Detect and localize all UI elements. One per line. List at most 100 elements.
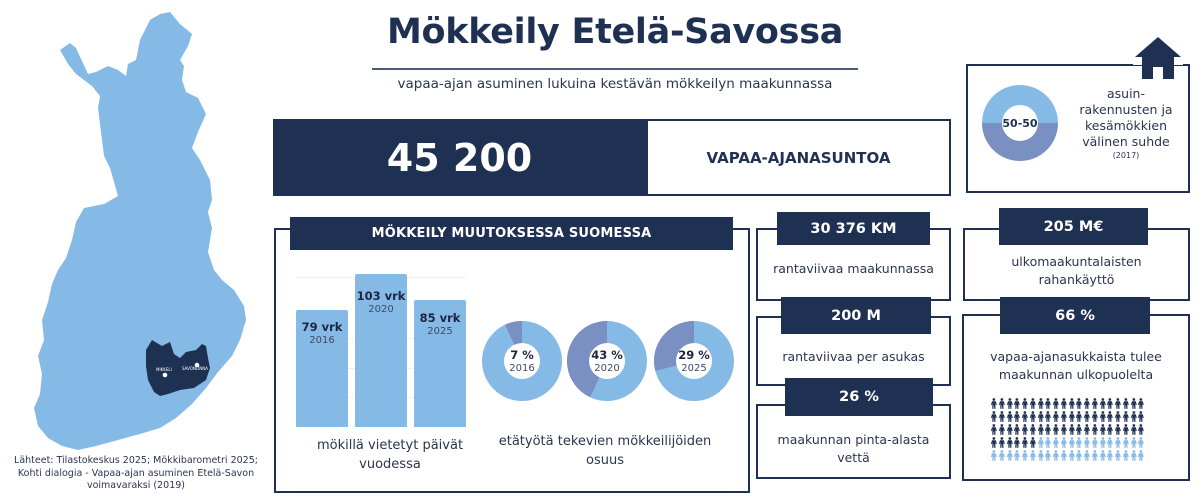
person-icon	[990, 398, 997, 409]
person-icon	[1099, 437, 1106, 448]
person-icon	[990, 411, 997, 422]
house-icon	[1133, 37, 1183, 79]
person-icon	[1021, 450, 1028, 461]
donut-2016-label: 7 % 2016	[482, 321, 562, 401]
ratio-year: (2017)	[1112, 151, 1140, 160]
change-section-header: MÖKKEILY MUUTOKSESSA SUOMESSA	[290, 217, 733, 250]
mikkeli-dot	[162, 372, 168, 378]
coastline-label: rantaviivaa maakunnassa	[773, 261, 934, 276]
person-icon	[998, 424, 1005, 435]
person-icon	[1052, 424, 1059, 435]
person-icon	[1114, 398, 1121, 409]
person-icon	[1060, 424, 1067, 435]
person-icon	[1052, 437, 1059, 448]
person-icon	[990, 424, 997, 435]
person-icon	[1122, 411, 1129, 422]
bar-2020: 103 vrk 2020	[355, 274, 407, 427]
person-icon	[1021, 398, 1028, 409]
bar-value: 79 vrk	[301, 320, 343, 334]
person-icon	[1060, 411, 1067, 422]
person-icon	[1021, 411, 1028, 422]
person-icon	[1076, 424, 1083, 435]
person-icon	[1122, 437, 1129, 448]
ratio-value: 50-50	[1002, 116, 1038, 130]
water-value: 26 %	[785, 378, 933, 416]
person-icon	[1014, 437, 1021, 448]
person-icon	[1006, 424, 1013, 435]
person-icon	[998, 398, 1005, 409]
person-icon	[1068, 411, 1075, 422]
person-icon	[1091, 424, 1098, 435]
etela-savo-region	[146, 340, 210, 396]
person-icon	[1130, 411, 1137, 422]
person-icon	[1045, 411, 1052, 422]
person-icon	[1130, 398, 1137, 409]
person-icon	[1052, 411, 1059, 422]
person-icon	[1060, 437, 1067, 448]
person-icon	[1107, 411, 1114, 422]
person-icon	[1138, 450, 1145, 461]
donut-year: 2016	[509, 362, 535, 374]
person-icon	[1037, 437, 1044, 448]
person-icon	[1083, 424, 1090, 435]
person-icon	[1037, 424, 1044, 435]
person-icon	[1138, 437, 1145, 448]
person-icon	[1083, 450, 1090, 461]
per-resident-label: rantaviivaa per asukas	[782, 349, 925, 364]
savonlinna-dot	[194, 362, 200, 368]
donut-year: 2025	[681, 362, 707, 374]
person-icon	[1114, 411, 1121, 422]
person-icon	[1052, 398, 1059, 409]
bar-chart-caption: mökillä vietetyt päivät vuodessa	[316, 438, 464, 472]
bar-year: 2025	[427, 326, 453, 337]
person-icon	[1006, 411, 1013, 422]
person-icon	[1091, 398, 1098, 409]
person-icon	[1068, 398, 1075, 409]
person-icon	[1029, 398, 1036, 409]
donut-2020-label: 43 % 2020	[567, 321, 647, 401]
person-icon	[1014, 450, 1021, 461]
person-icon	[1138, 424, 1145, 435]
person-icon	[1130, 450, 1137, 461]
person-icon	[1014, 411, 1021, 422]
person-icon	[1076, 411, 1083, 422]
person-icon	[1006, 398, 1013, 409]
person-icon	[1114, 450, 1121, 461]
person-icon	[1037, 411, 1044, 422]
person-icon	[1099, 424, 1106, 435]
person-icon	[1138, 411, 1145, 422]
person-icon	[1114, 424, 1121, 435]
headline-value: 45 200	[273, 119, 646, 196]
donut-2016	[482, 321, 562, 401]
person-icon	[1122, 450, 1129, 461]
person-icon	[1107, 398, 1114, 409]
person-icon	[990, 450, 997, 461]
person-icon	[1091, 450, 1098, 461]
person-icon	[1052, 450, 1059, 461]
donut-2020	[567, 321, 647, 401]
person-icon	[1107, 450, 1114, 461]
water-label: maakunnan pinta-alasta vettä	[777, 432, 930, 465]
person-icon	[1045, 437, 1052, 448]
person-icon	[1083, 411, 1090, 422]
person-icon	[1107, 424, 1114, 435]
person-icon	[1068, 424, 1075, 435]
person-icon	[1029, 437, 1036, 448]
donut-chart-caption: etätyötä tekevien mökkeilijöiden osuus	[498, 434, 712, 468]
bar-year: 2020	[368, 304, 394, 315]
person-icon	[1021, 424, 1028, 435]
page-subtitle: vapaa-ajan asuminen lukuina kestävän mök…	[397, 76, 833, 92]
person-icon	[998, 411, 1005, 422]
bar-year: 2016	[309, 335, 335, 346]
donut-value: 7 %	[510, 347, 534, 362]
spending-value: 205 M€	[999, 208, 1148, 245]
person-icon	[990, 437, 997, 448]
page-title: Mökkeily Etelä-Savossa	[386, 12, 844, 52]
person-icon	[1029, 411, 1036, 422]
person-icon	[1045, 424, 1052, 435]
person-icon	[1060, 450, 1067, 461]
bar-2016: 79 vrk 2016	[296, 310, 348, 427]
people-pictogram	[990, 398, 1145, 461]
person-icon	[998, 450, 1005, 461]
donut-value: 43 %	[591, 347, 623, 362]
